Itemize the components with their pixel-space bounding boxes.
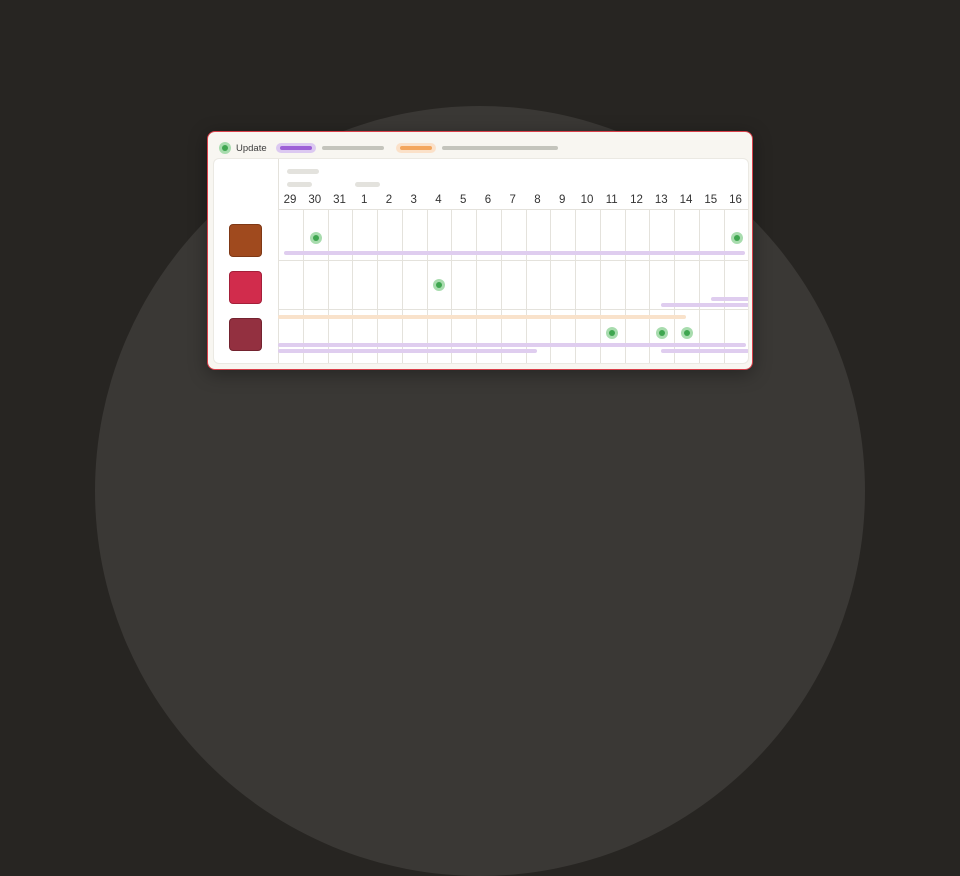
grid-column-line [451,209,452,363]
timeline-card: Update 29 30 31 1 2 3 4 5 6 7 8 9 10 11 12 13 14 15 16 [207,131,753,370]
grid-column-line [625,209,626,363]
grid-column-line [674,209,675,363]
grid-column-line [600,209,601,363]
grid-column-line [427,209,428,363]
grid-column-line [550,209,551,363]
day-label: 5 [460,194,467,206]
legend-placeholder-line [321,146,384,150]
timeline-bar[interactable] [278,343,746,347]
timeline-bar[interactable] [278,315,686,319]
day-label: 29 [283,194,297,206]
update-marker-icon[interactable] [606,327,618,339]
day-label: 6 [484,194,492,206]
row-3-swatch[interactable] [229,318,262,351]
grid-column-line [724,209,725,363]
grid-row-line [278,260,748,261]
day-label: 7 [509,194,516,206]
day-label: 1 [361,194,368,206]
day-label: 2 [385,194,393,206]
header-placeholder [287,182,312,187]
day-label: 11 [605,194,618,206]
day-label: 16 [729,194,742,206]
day-label: 30 [308,194,322,206]
day-label: 15 [704,194,718,206]
update-marker-icon[interactable] [731,232,743,244]
timeline-bar[interactable] [711,297,748,301]
grid-column-line [526,209,527,363]
timeline-bar[interactable] [661,349,748,353]
grid-row-line [278,209,748,210]
timeline-grid: 29 30 31 1 2 3 4 5 6 7 8 9 10 11 12 13 14 15 16 [213,158,749,364]
day-label: 31 [333,194,346,206]
day-label: 3 [410,194,417,206]
grid-row-line [278,309,748,310]
day-label: 10 [580,194,594,206]
grid-column-line [699,209,700,363]
grid-column-line [402,209,403,363]
timeline-bar[interactable] [278,349,537,353]
row-labels-column [214,159,279,363]
day-label: 9 [559,194,566,206]
grid-column-line [575,209,576,363]
row-1-swatch[interactable] [229,224,262,257]
grid-column-line [649,209,650,363]
day-label: 8 [534,194,541,206]
legend: Update [219,140,558,156]
grid-column-line [501,209,502,363]
legend-purple-pill [275,143,316,153]
legend-placeholder-line [441,146,558,150]
update-marker-icon[interactable] [310,232,322,244]
update-marker-icon[interactable] [656,327,668,339]
grid-column-line [476,209,477,363]
day-label: 14 [679,194,693,206]
grid-column-line [328,209,329,363]
update-marker-icon[interactable] [681,327,693,339]
day-label: 12 [630,194,643,206]
day-label: 4 [435,194,442,206]
grid-column-line [303,209,304,363]
update-marker-icon[interactable] [433,279,445,291]
grid-column-line [352,209,353,363]
header-placeholder [287,169,319,174]
timeline-bar[interactable] [661,303,748,307]
day-label: 13 [654,194,668,206]
header-placeholder [355,182,380,187]
timeline-bar[interactable] [284,251,745,255]
grid-column-line [377,209,378,363]
update-dot-icon [219,142,231,154]
legend-update-label: Update [236,142,267,154]
legend-orange-pill [395,143,436,153]
row-2-swatch[interactable] [229,271,262,304]
